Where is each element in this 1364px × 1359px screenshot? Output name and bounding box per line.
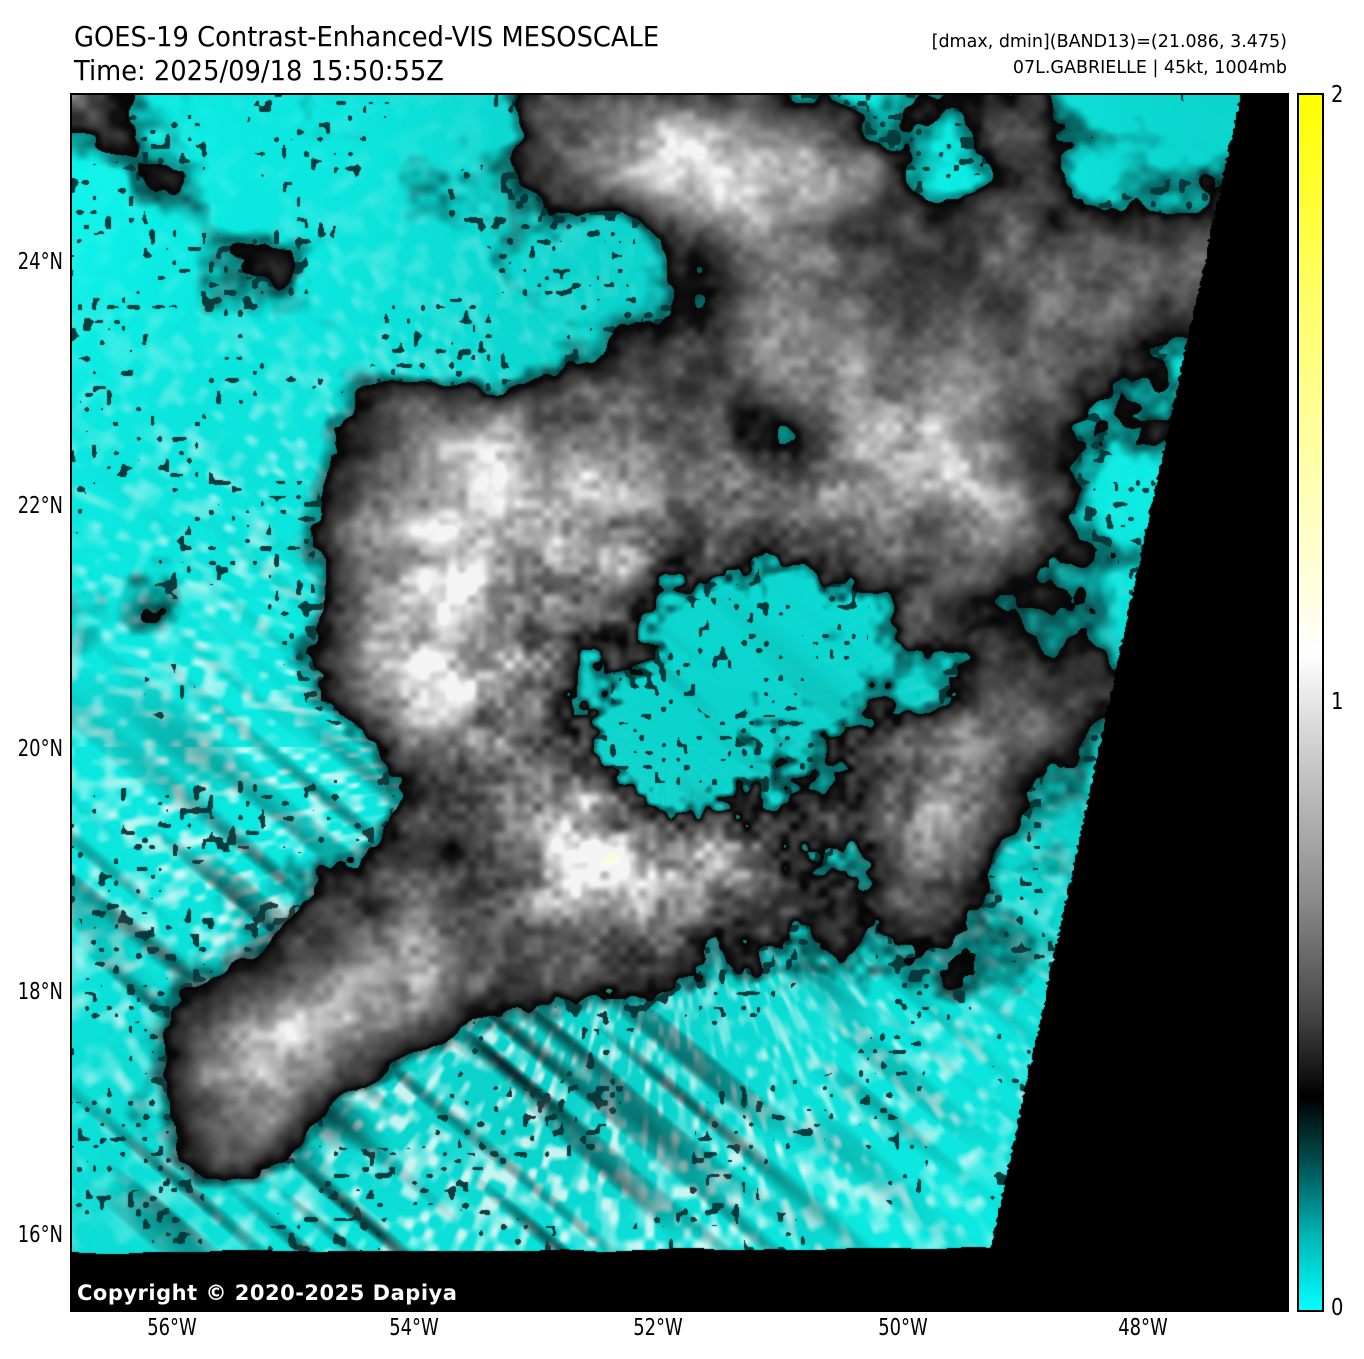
lat-tick-label: 24°N — [17, 249, 63, 275]
lon-tick-label: 48°W — [1118, 1315, 1168, 1341]
satellite-image-canvas — [72, 95, 1287, 1310]
lon-tick-label: 56°W — [147, 1315, 197, 1341]
product-time: Time: 2025/09/18 15:50:55Z — [74, 54, 444, 87]
annotation-block: [dmax, dmin](BAND13)=(21.086, 3.475) 07L… — [932, 29, 1287, 81]
lat-tick-label: 22°N — [17, 493, 63, 519]
title-block: GOES-19 Contrast-Enhanced-VIS MESOSCALE … — [74, 20, 710, 88]
product-title: GOES-19 Contrast-Enhanced-VIS MESOSCALE — [74, 20, 660, 53]
colorbar-tick-label: 1 — [1331, 688, 1344, 715]
lon-tick-label: 52°W — [633, 1315, 683, 1341]
lon-tick-label: 50°W — [878, 1315, 928, 1341]
colorbar — [1297, 93, 1324, 1312]
colorbar-tick-label: 0 — [1331, 1295, 1344, 1321]
lat-tick-label: 20°N — [17, 736, 63, 762]
colorbar-tick-label: 2 — [1331, 82, 1344, 108]
lat-tick-label: 18°N — [17, 979, 63, 1005]
band-range-annotation: [dmax, dmin](BAND13)=(21.086, 3.475) — [931, 32, 1287, 52]
colorbar-gradient — [1299, 95, 1322, 1310]
lon-tick-label: 54°W — [389, 1315, 439, 1341]
copyright-label: Copyright © 2020-2025 Dapiya — [77, 1281, 458, 1305]
storm-info-annotation: 07L.GABRIELLE | 45kt, 1004mb — [1012, 58, 1287, 78]
lat-tick-label: 16°N — [17, 1222, 63, 1248]
map-frame — [70, 93, 1289, 1312]
